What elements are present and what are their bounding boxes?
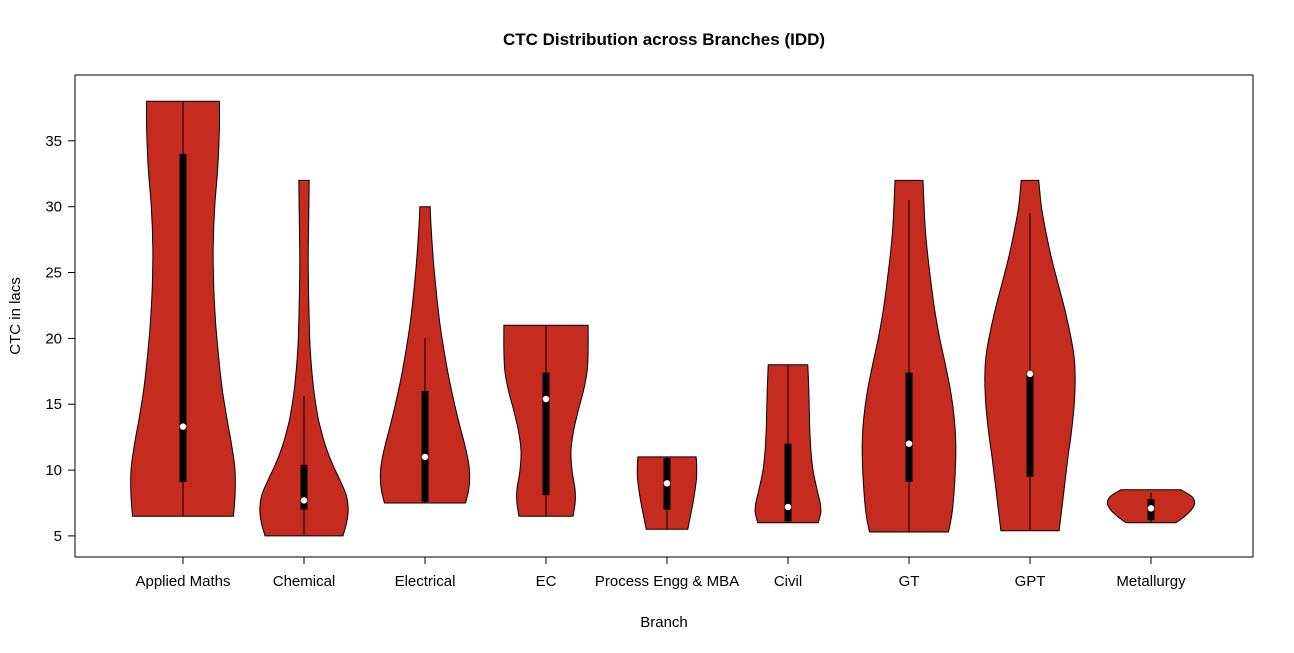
- x-category-label-ec: EC: [536, 573, 557, 590]
- y-tick-label: 10: [45, 462, 62, 479]
- median-dot-electrical: [421, 453, 429, 461]
- x-category-label-gpt: GPT: [1015, 573, 1046, 590]
- x-category-label-civil: Civil: [774, 573, 802, 590]
- y-axis-label: CTC in lacs: [7, 277, 24, 355]
- median-dot-metallurgy: [1147, 505, 1155, 512]
- y-tick-label: 15: [45, 396, 62, 413]
- x-axis-label: Branch: [640, 614, 688, 631]
- plot-area: 5 10 15 20 25 30 35 Applied Maths Chemical Electr…: [45, 74, 1254, 590]
- median-dot-ec: [542, 395, 550, 403]
- iqr-box-applied-maths: [179, 154, 187, 482]
- iqr-box-ec: [542, 372, 550, 496]
- y-tick-label: 30: [45, 199, 62, 216]
- plot-border: [74, 74, 1254, 558]
- iqr-box-civil: [784, 443, 792, 522]
- x-category-label-electrical: Electrical: [395, 573, 456, 590]
- iqr-box-gpt: [1026, 371, 1034, 477]
- iqr-box-chemical: [300, 464, 308, 510]
- median-dot-gt: [905, 440, 913, 447]
- median-dot-civil: [784, 503, 792, 511]
- median-dot-gpt: [1026, 370, 1034, 378]
- violin-chemical: [259, 179, 349, 537]
- iqr-box-electrical: [421, 391, 429, 502]
- x-category-label-applied-maths: Applied Maths: [135, 573, 230, 590]
- x-category-label-chemical: Chemical: [273, 573, 336, 590]
- x-category-label-metallurgy: Metallurgy: [1116, 573, 1186, 590]
- y-tick-label: 25: [45, 265, 62, 282]
- iqr-box-gt: [905, 372, 913, 482]
- y-tick-label: 20: [45, 330, 62, 347]
- chart-title: CTC Distribution across Branches (IDD): [503, 30, 825, 49]
- x-category-label-process-engg-mba: Process Engg & MBA: [595, 573, 739, 590]
- median-dot-applied-maths: [179, 423, 187, 430]
- x-category-label-gt: GT: [899, 573, 920, 590]
- y-tick-label: 5: [54, 528, 62, 545]
- median-dot-process-engg-mba: [663, 480, 671, 487]
- median-dot-chemical: [300, 497, 308, 504]
- y-tick-label: 35: [45, 133, 62, 150]
